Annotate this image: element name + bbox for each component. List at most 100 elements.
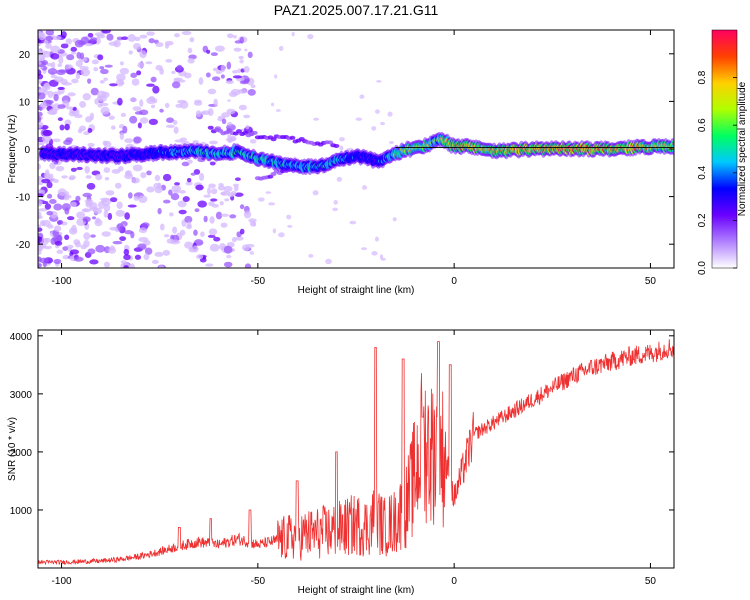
noise-blob — [83, 131, 90, 136]
noise-blob — [38, 163, 41, 170]
noise-blob — [39, 257, 49, 264]
noise-blob — [39, 220, 46, 227]
heatmap-marks — [38, 30, 674, 268]
noise-blob — [46, 193, 53, 199]
noise-blob — [185, 181, 193, 186]
noise-blob — [82, 92, 91, 101]
noise-blob — [189, 37, 195, 43]
noise-blob — [131, 177, 140, 184]
noise-blob — [137, 62, 145, 68]
colorbar-tick-label: 0.8 — [697, 70, 708, 84]
noise-blob — [53, 94, 59, 102]
noise-blob — [47, 68, 58, 75]
noise-blob — [215, 70, 223, 75]
noise-blob — [69, 175, 76, 180]
noise-blob — [208, 228, 218, 236]
noise-blob — [129, 263, 135, 268]
noise-blob — [166, 117, 175, 123]
noise-blob — [85, 175, 92, 179]
noise-blob — [136, 70, 142, 76]
noise-blob — [227, 134, 232, 139]
noise-blob — [53, 203, 63, 211]
noise-blob — [199, 172, 205, 181]
noise-blob — [174, 182, 180, 186]
noise-blob — [198, 77, 204, 85]
noise-blob — [205, 72, 211, 78]
noise-blob — [171, 81, 181, 89]
noise-blob — [169, 212, 174, 217]
colorbar: 0.0 0.2 0.4 0.6 0.8 Normalized spectral ampl… — [697, 29, 748, 275]
noise-blob — [117, 97, 123, 106]
noise-blob — [76, 211, 86, 219]
noise-blob — [76, 166, 83, 171]
noise-blob — [107, 212, 113, 221]
noise-blob — [206, 49, 211, 54]
noise-blob — [87, 127, 93, 133]
noise-blob — [100, 106, 110, 115]
noise-blob — [159, 223, 165, 231]
noise-blob — [46, 181, 53, 189]
noise-blob — [38, 73, 44, 80]
noise-blob — [190, 172, 196, 176]
noise-blob — [154, 251, 164, 257]
noise-blob — [243, 114, 251, 119]
noise-blob — [339, 145, 344, 151]
snr-x-label: Height of straight line (km) — [298, 585, 415, 596]
noise-blob — [229, 135, 237, 141]
noise-blob — [38, 111, 43, 117]
heatmap-y-tick-label: -20 — [16, 240, 31, 251]
noise-blob — [49, 198, 57, 205]
noise-blob — [109, 197, 118, 203]
noise-blob — [145, 61, 153, 65]
noise-blob — [43, 245, 53, 250]
noise-blob — [374, 236, 379, 242]
noise-blob — [274, 74, 278, 79]
noise-blob — [104, 64, 113, 68]
noise-blob — [90, 87, 99, 96]
noise-blob — [134, 254, 142, 260]
noise-blob — [178, 209, 187, 215]
noise-blob — [64, 123, 70, 131]
noise-blob — [241, 244, 250, 252]
ridge-branch — [270, 171, 277, 176]
noise-blob — [94, 98, 100, 105]
noise-blob — [90, 234, 96, 238]
snr-y-label: SNR (10 * v/v) — [7, 417, 18, 481]
noise-blob — [361, 185, 368, 190]
noise-blob — [67, 92, 76, 97]
noise-blob — [89, 112, 95, 121]
noise-blob — [139, 117, 149, 124]
noise-blob — [59, 124, 65, 131]
noise-blob — [231, 237, 237, 243]
noise-blob — [220, 222, 228, 228]
noise-blob — [278, 232, 285, 238]
noise-blob — [84, 43, 93, 47]
noise-blob — [115, 209, 126, 217]
noise-blob — [75, 72, 81, 80]
noise-blob — [116, 223, 124, 232]
noise-blob — [164, 43, 170, 49]
noise-blob — [44, 203, 52, 210]
colorbar-fill — [711, 29, 738, 269]
ridge-branch — [236, 129, 243, 134]
noise-blob — [60, 31, 67, 39]
noise-blob — [60, 43, 69, 49]
noise-blob — [41, 134, 52, 143]
noise-blob — [38, 32, 46, 41]
noise-blob — [82, 208, 89, 213]
noise-blob — [140, 172, 147, 179]
noise-blob — [171, 70, 176, 74]
noise-blob — [257, 197, 265, 202]
noise-blob — [127, 192, 133, 199]
noise-blob — [220, 64, 226, 73]
noise-blob — [45, 169, 50, 176]
ridge-branch — [226, 128, 233, 133]
noise-blob — [99, 197, 110, 201]
noise-blob — [65, 64, 72, 70]
noise-blob — [46, 210, 54, 216]
noise-blob — [265, 191, 272, 194]
noise-blob — [50, 53, 60, 60]
snr-plot-area — [38, 330, 674, 568]
noise-blob — [239, 204, 245, 210]
